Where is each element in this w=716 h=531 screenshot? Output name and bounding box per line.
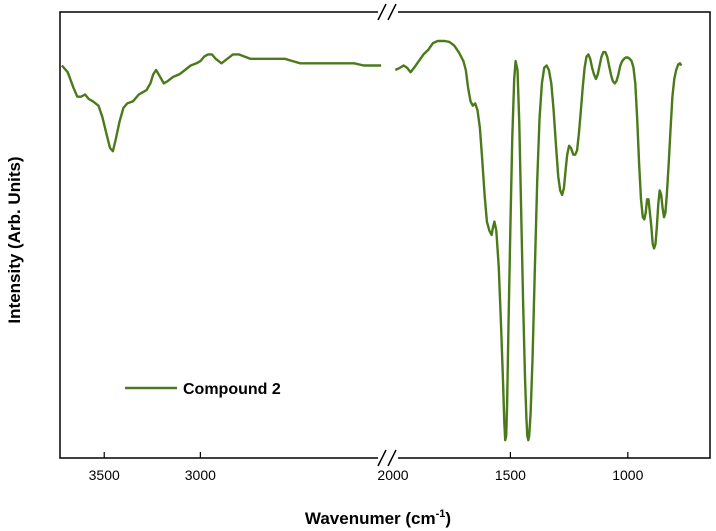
- series-line-compound-2: [60, 53, 382, 153]
- x-tick-label-2000: 2000: [377, 467, 408, 483]
- x-tick-label-1500: 1500: [495, 467, 526, 483]
- legend: Compound 2: [125, 381, 281, 398]
- series-line-compound-2-after-break: [394, 39, 683, 442]
- axis-break-bottom: [377, 449, 398, 467]
- x-axis-ticks: [103, 452, 629, 458]
- legend-label: Compound 2: [183, 381, 281, 398]
- x-axis-tick-labels: 3500 3000 2000 1500 1000: [89, 467, 644, 483]
- x-tick-label-3500: 3500: [89, 467, 120, 483]
- x-tick-label-3000: 3000: [185, 467, 216, 483]
- x-axis-title: Wavenumer (cm-1): [305, 508, 451, 528]
- x-tick-label-1000: 1000: [612, 467, 643, 483]
- axis-break-top: [377, 3, 398, 21]
- y-axis-title: Intensity (Arb. Units): [5, 156, 24, 323]
